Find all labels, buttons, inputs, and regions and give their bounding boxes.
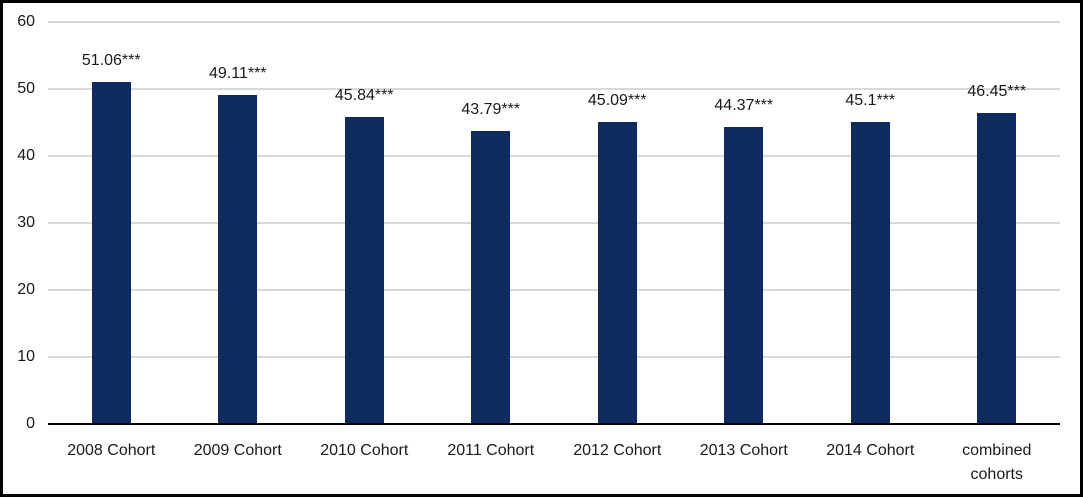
plot-area: 0 10 20 30 40 50 60 51.06*** 2008 Cohort 49.11***… (3, 3, 1080, 494)
gridline (48, 356, 1060, 358)
bar-value-label: 51.06*** (81, 51, 141, 69)
y-tick-label: 20 (17, 281, 35, 298)
bar-value-label: 45.09*** (587, 91, 647, 109)
gridline (48, 155, 1060, 157)
bar (91, 81, 131, 424)
gridline (48, 88, 1060, 90)
bar (597, 121, 637, 424)
x-tick-label: 2009 Cohort (193, 442, 282, 459)
gridline (48, 289, 1060, 291)
bar-value-label: 43.79*** (461, 100, 521, 118)
bar-value-label: 46.45*** (967, 82, 1027, 100)
bar-value-label: 44.37*** (714, 96, 774, 114)
x-tick-label: combined cohorts (962, 442, 1032, 483)
x-tick-label: 2011 Cohort (447, 442, 535, 459)
bar-value-label: 45.84*** (334, 86, 394, 104)
y-tick-label: 50 (17, 80, 35, 97)
bar (724, 126, 764, 424)
bar (471, 130, 511, 424)
gridline (48, 21, 1060, 23)
bar-value-label: 45.1*** (845, 91, 896, 109)
x-tick-label: 2008 Cohort (67, 442, 156, 459)
y-tick-label: 0 (26, 415, 35, 432)
y-tick-label: 60 (17, 13, 35, 30)
x-tick-label: 2013 Cohort (699, 442, 788, 459)
y-tick-label: 40 (17, 147, 35, 164)
bar (344, 116, 384, 424)
x-axis-line (48, 423, 1060, 425)
x-tick-label: 2012 Cohort (573, 442, 662, 459)
x-tick-label: 2010 Cohort (320, 442, 409, 459)
y-tick-label: 30 (17, 214, 35, 231)
x-tick-label: 2014 Cohort (826, 442, 915, 459)
bar-value-label: 49.11*** (208, 64, 267, 82)
bar (218, 94, 258, 424)
y-tick-label: 10 (17, 348, 35, 365)
bar (850, 121, 890, 424)
bar (977, 112, 1017, 424)
gridline (48, 222, 1060, 224)
